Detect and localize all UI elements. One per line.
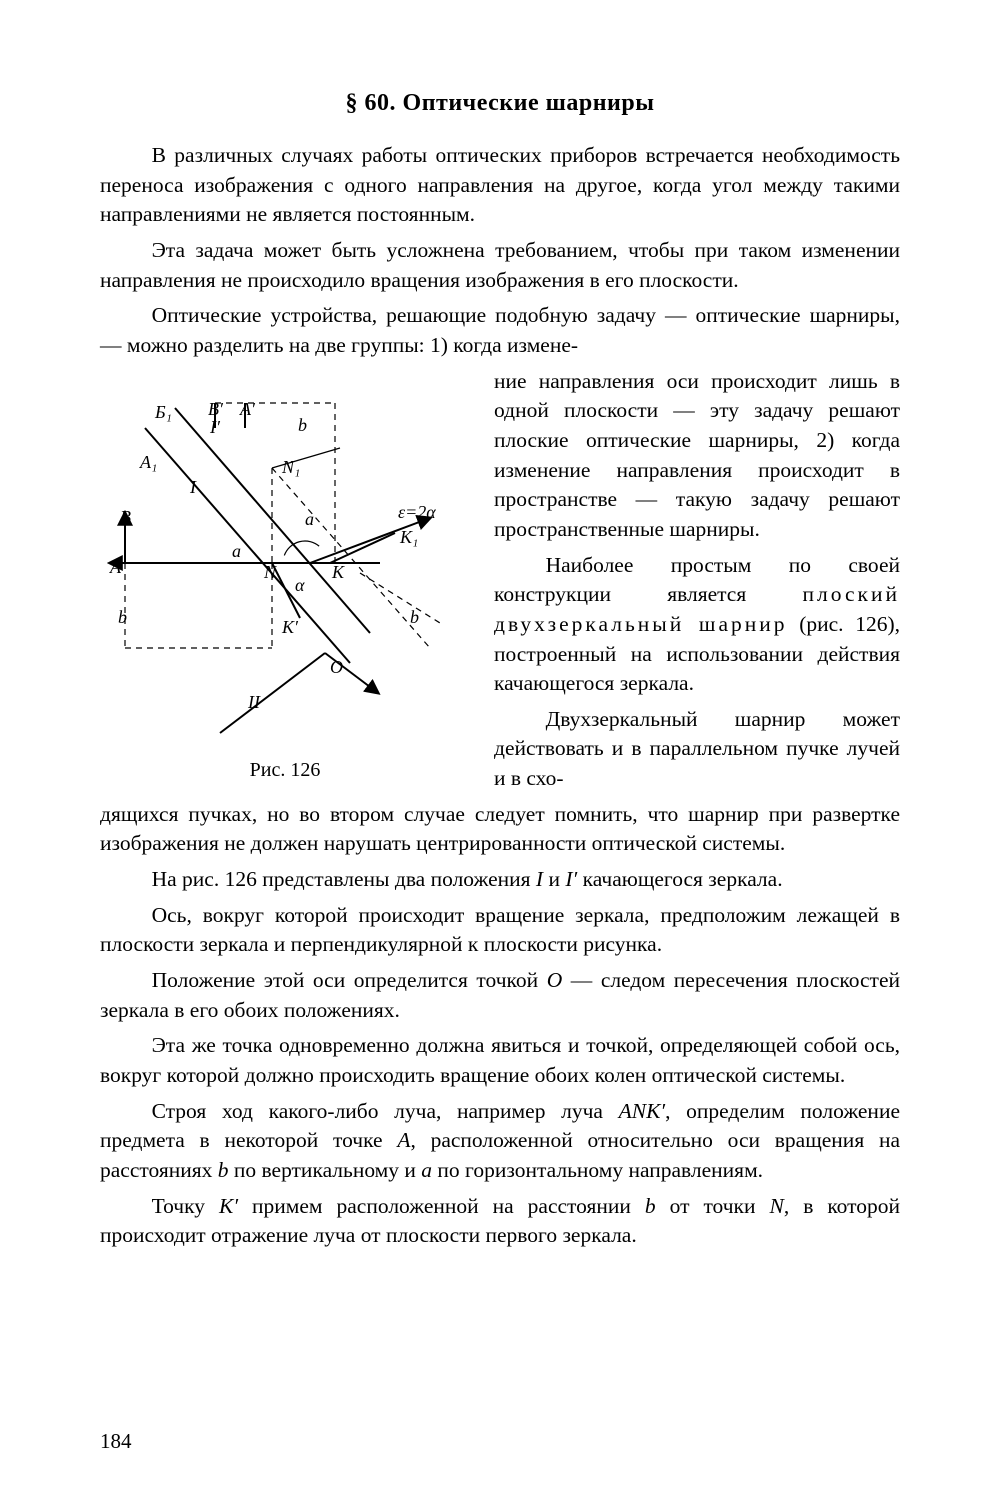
sym-Iprime: I′ xyxy=(565,867,577,891)
page: § 60. Оптические шарниры В различных слу… xyxy=(0,0,1000,1500)
sym-O: O xyxy=(547,968,563,992)
t: На рис. 126 представлены два положения xyxy=(152,867,536,891)
svg-text:α: α xyxy=(295,575,305,595)
after-wrap-1: дящихся пучках, но во втором случае след… xyxy=(100,800,900,859)
t: и xyxy=(543,867,565,891)
para-same-point: Эта же точка одновременно должна явиться… xyxy=(100,1031,900,1090)
svg-text:I′: I′ xyxy=(209,417,221,437)
t: примем расположенной на расстоянии xyxy=(238,1194,645,1218)
svg-text:B: B xyxy=(120,507,131,527)
sym-a: a xyxy=(421,1158,432,1182)
t: качающегося зеркала. xyxy=(577,867,782,891)
svg-text:O: O xyxy=(330,657,343,677)
para-K: Точку K′ примем расположенной на расстоя… xyxy=(100,1192,900,1251)
figure-caption: Рис. 126 xyxy=(100,759,470,782)
para-axis: Ось, вокруг которой происходит вращение … xyxy=(100,901,900,960)
svg-text:N₁: N₁ xyxy=(281,457,300,477)
figure-126: B A Б₁ A₁ B′ A′ I′ I N₁ Na a α K K₁ K′ ε=2α b b b O II xyxy=(100,373,470,753)
para-intro-3: Оптические устройства, решающие подобную… xyxy=(100,301,900,360)
para-positions: На рис. 126 представлены два положения I… xyxy=(100,865,900,895)
svg-text:b: b xyxy=(410,607,419,627)
t: от точки xyxy=(656,1194,770,1218)
svg-text:a: a xyxy=(305,509,314,529)
svg-text:N: N xyxy=(263,562,277,582)
sym-Kprime: K′ xyxy=(219,1194,238,1218)
svg-text:a: a xyxy=(232,541,241,561)
svg-text:b: b xyxy=(118,607,127,627)
t: по вертикальному и xyxy=(229,1158,422,1182)
t: Точку xyxy=(152,1194,219,1218)
svg-text:B′: B′ xyxy=(208,399,224,419)
svg-text:A₁: A₁ xyxy=(139,452,157,472)
svg-text:A: A xyxy=(109,557,122,577)
svg-text:K: K xyxy=(331,562,345,582)
sym-A: A xyxy=(397,1128,410,1152)
svg-text:Б₁: Б₁ xyxy=(154,402,172,422)
svg-text:K₁: K₁ xyxy=(399,527,418,547)
para-point-O: Положение этой оси определится точкой O … xyxy=(100,966,900,1025)
sym-N: N xyxy=(770,1194,784,1218)
svg-text:A′: A′ xyxy=(239,399,256,419)
svg-text:ε=2α: ε=2α xyxy=(398,502,436,522)
t: Положение этой оси определится точкой xyxy=(152,968,547,992)
sym-I: I xyxy=(536,867,543,891)
para-intro-2: Эта задача может быть усложнена требован… xyxy=(100,236,900,295)
svg-text:K′: K′ xyxy=(281,617,299,637)
page-number: 184 xyxy=(100,1429,132,1454)
para-ray: Строя ход какого-либо луча, например луч… xyxy=(100,1097,900,1186)
svg-text:II: II xyxy=(247,692,261,712)
spaced-2: двухзеркальный шарнир xyxy=(494,612,788,636)
svg-text:b: b xyxy=(298,415,307,435)
sym-b2: b xyxy=(645,1194,656,1218)
sym-b: b xyxy=(218,1158,229,1182)
svg-text:I: I xyxy=(189,477,197,497)
sym-ANK: ANK′ xyxy=(619,1099,666,1123)
t: Строя ход какого-либо луча, например луч… xyxy=(152,1099,619,1123)
t: по горизонтальному направлениям. xyxy=(432,1158,763,1182)
para-intro-1: В различных случаях работы оптических пр… xyxy=(100,141,900,230)
section-title: § 60. Оптические шарниры xyxy=(100,90,900,117)
spaced-1: плоский xyxy=(802,582,900,606)
figure-block: B A Б₁ A₁ B′ A′ I′ I N₁ Na a α K K₁ K′ ε=2α b b b O II Рис. … xyxy=(100,373,470,782)
